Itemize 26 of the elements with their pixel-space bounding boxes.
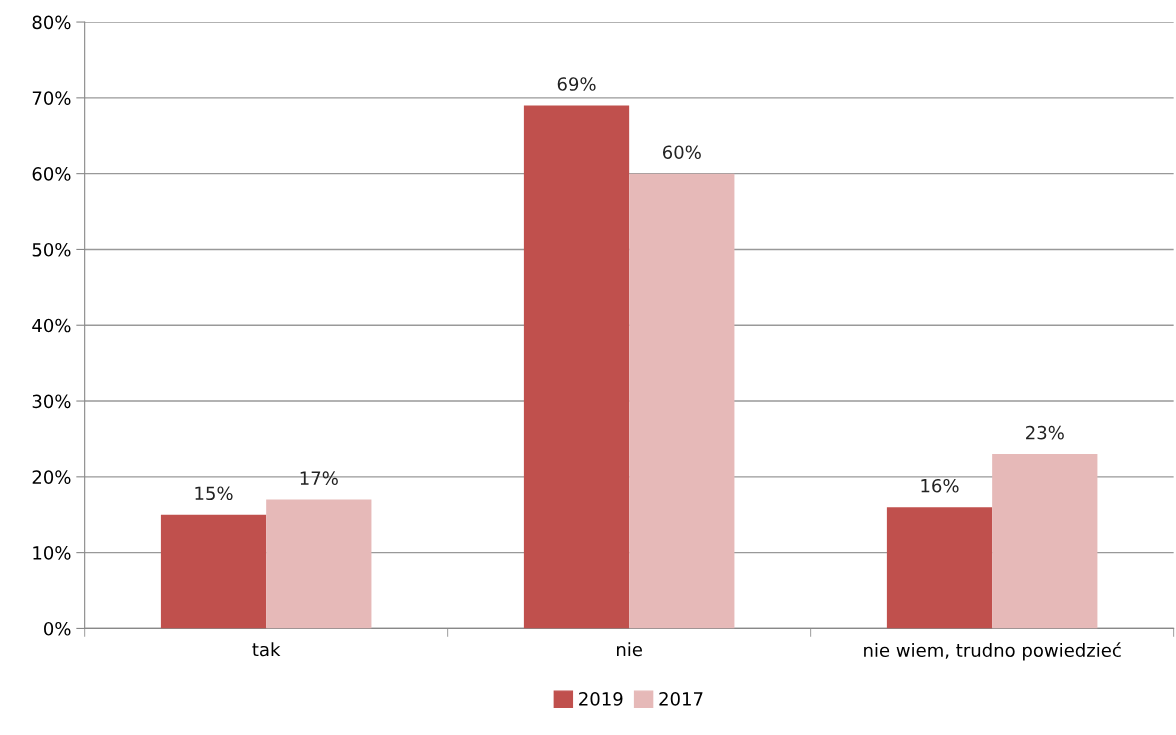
- y-tick-label: 10%: [33, 546, 71, 560]
- bar: [523, 105, 630, 629]
- y-tick-label: 0%: [44, 621, 71, 636]
- data-label: 17%: [300, 471, 338, 485]
- x-tick-label: nie: [617, 642, 642, 657]
- data-label: 16%: [921, 478, 959, 493]
- bar: [886, 507, 993, 629]
- bar: [629, 173, 735, 629]
- x-tick-label: nie wiem, trudno powiedzieć: [864, 642, 1121, 661]
- x-tick-label: tak: [252, 642, 281, 657]
- data-label: 69%: [557, 77, 596, 91]
- data-label: 60%: [662, 145, 701, 160]
- bar: [992, 454, 1098, 629]
- bar: [160, 514, 267, 629]
- y-tick-label: 60%: [32, 167, 71, 181]
- y-tick-label: 70%: [32, 91, 71, 105]
- bar: [266, 499, 372, 629]
- y-tick-label: 40%: [32, 318, 71, 333]
- y-tick-label: 20%: [32, 470, 71, 484]
- data-label: 15%: [195, 486, 233, 501]
- y-tick-label: 50%: [32, 242, 71, 257]
- data-label: 23%: [1026, 425, 1064, 440]
- legend-label: 2017: [659, 692, 703, 706]
- y-tick-label: 80%: [32, 15, 71, 30]
- y-tick-label: 30%: [32, 394, 71, 409]
- legend-label: 2019: [579, 692, 623, 706]
